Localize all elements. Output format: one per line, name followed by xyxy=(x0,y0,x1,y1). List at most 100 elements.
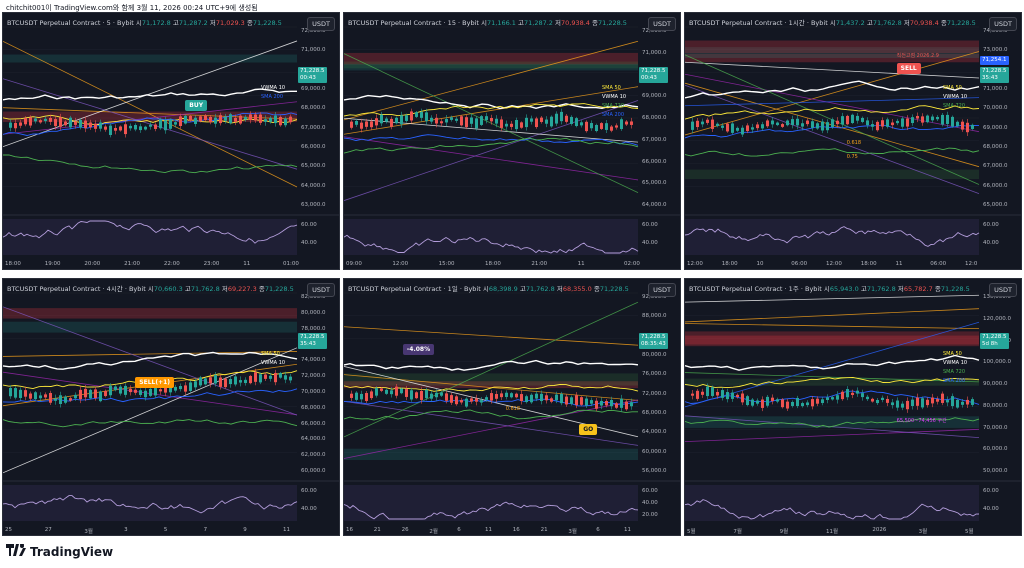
high-value: 71,287.2 xyxy=(178,19,208,27)
chart-panel-2[interactable]: 72,000.071,000.070,000.069,000.068,000.0… xyxy=(343,12,681,270)
candle-body xyxy=(274,372,277,383)
moving-average-line xyxy=(344,398,639,407)
current-price: 71,228.5 xyxy=(641,334,666,341)
candle-body xyxy=(540,393,543,402)
time-axis-label: 11 xyxy=(243,261,251,267)
price-axis-label: 67,000.0 xyxy=(642,136,667,143)
current-price-tag: 71,228.5 08:35:43 xyxy=(639,333,668,350)
candle-body xyxy=(284,375,287,380)
candle-body xyxy=(595,400,598,409)
candle-body xyxy=(776,399,779,402)
chart-panel-3[interactable]: 74,000.073,000.072,000.071,000.070,000.0… xyxy=(684,12,1022,270)
candle-body xyxy=(430,117,433,122)
currency-button[interactable]: USDT xyxy=(989,283,1017,297)
candle-body xyxy=(189,115,192,121)
candle-body xyxy=(545,395,548,401)
candle-body xyxy=(239,115,242,124)
candle-body xyxy=(615,125,618,128)
candle-body xyxy=(555,394,558,401)
candle-body xyxy=(781,399,784,408)
candle-body xyxy=(570,397,573,404)
candle-body xyxy=(400,115,403,125)
candle-body xyxy=(480,116,483,125)
chart-panel-4[interactable]: 82,000.080,000.078,000.076,000.074,000.0… xyxy=(2,278,340,536)
currency-button[interactable]: USDT xyxy=(648,17,676,31)
symbol-title: BTCUSDT Perpetual Contract · 15 · Bybit … xyxy=(348,19,487,27)
candle-body xyxy=(480,400,483,403)
candle-body xyxy=(485,397,488,400)
currency-button[interactable]: USDT xyxy=(648,283,676,297)
candle-body xyxy=(244,117,247,120)
rsi-axis-label: 20.00 xyxy=(642,512,658,518)
price-axis-label: 60,000.0 xyxy=(983,446,1008,453)
currency-button[interactable]: USDT xyxy=(307,283,335,297)
time-axis-label: 26 xyxy=(401,527,409,533)
price-axis-label: 66,000.0 xyxy=(983,182,1008,189)
candle-body xyxy=(174,122,177,125)
currency-button[interactable]: USDT xyxy=(989,17,1017,31)
current-price-tag: 71,228.5 00:43 xyxy=(639,67,668,84)
price-axis-label: 64,000.0 xyxy=(642,429,667,436)
candle-body xyxy=(19,122,22,126)
chart-panel-5[interactable]: 92,000.088,000.084,000.080,000.076,000.0… xyxy=(343,278,681,536)
close-value: 71,228.5 xyxy=(264,285,294,293)
candle-body xyxy=(931,116,934,121)
chart-panel-1[interactable]: 72,000.071,000.070,000.069,000.068,000.0… xyxy=(2,12,340,270)
chart-canvas[interactable] xyxy=(344,279,681,536)
price-axis-label: 68,000.0 xyxy=(301,404,326,411)
moving-average-line xyxy=(344,359,639,371)
trend-line xyxy=(3,306,298,416)
candle-body xyxy=(114,386,117,391)
price-zone xyxy=(685,40,979,54)
candle-body xyxy=(916,397,919,406)
candle-body xyxy=(94,389,97,398)
candle-body xyxy=(876,121,879,131)
candle-body xyxy=(74,394,77,399)
low-value: 69,227.3 xyxy=(227,285,257,293)
time-axis-label: 11 xyxy=(283,527,290,533)
chart-canvas[interactable] xyxy=(3,279,340,536)
price-axis-label: 64,000.0 xyxy=(642,202,667,208)
chart-canvas[interactable] xyxy=(3,13,340,270)
chart-canvas[interactable] xyxy=(344,13,681,270)
candle-body xyxy=(791,119,794,125)
candle-body xyxy=(490,118,493,122)
candle-body xyxy=(219,377,222,387)
price-axis-label: 80,000.0 xyxy=(301,309,326,316)
candle-body xyxy=(535,118,538,128)
candle-body xyxy=(109,125,112,135)
candle-body xyxy=(580,122,583,126)
candle-body xyxy=(79,389,82,400)
price-axis-label: 90,000.0 xyxy=(983,381,1008,387)
bar-countdown: 35:43 xyxy=(300,341,316,348)
time-axis-label: 16 xyxy=(512,527,520,533)
rsi-line xyxy=(3,220,298,244)
chart-canvas[interactable] xyxy=(685,13,1022,270)
candle-body xyxy=(134,124,137,130)
candle-body xyxy=(941,393,944,403)
chart-panel-6[interactable]: 130,000.0120,000.0110,000.0100,000.090,0… xyxy=(684,278,1022,536)
rsi-line xyxy=(685,499,980,520)
candle-body xyxy=(184,385,187,392)
candle-body xyxy=(510,123,513,127)
chart-canvas[interactable] xyxy=(685,279,1022,536)
candle-body xyxy=(901,403,904,408)
price-axis-label: 92,000.0 xyxy=(642,294,667,300)
candle-body xyxy=(751,127,754,130)
candle-body xyxy=(209,116,212,123)
candle-body xyxy=(736,127,739,131)
candle-body xyxy=(545,119,548,124)
time-axis-label: 21:00 xyxy=(531,261,548,267)
tradingview-logo[interactable]: TradingView xyxy=(6,542,113,560)
candle-body xyxy=(851,392,854,396)
candle-body xyxy=(901,118,904,127)
candle-body xyxy=(380,114,383,124)
candle-body xyxy=(811,399,814,407)
percent-change-label: -4.08% xyxy=(402,343,435,355)
time-axis-label: 2월 xyxy=(429,529,438,535)
currency-button[interactable]: USDT xyxy=(307,17,335,31)
moving-average-line xyxy=(685,80,980,99)
candle-body xyxy=(214,375,217,384)
candle-body xyxy=(891,122,894,126)
candle-body xyxy=(620,398,623,408)
